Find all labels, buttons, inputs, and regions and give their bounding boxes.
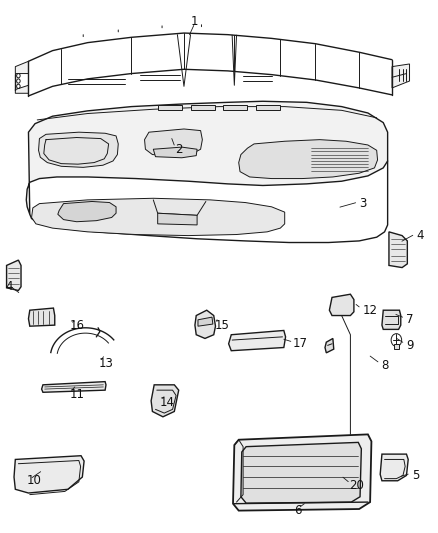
Text: 5: 5	[412, 469, 419, 482]
Polygon shape	[153, 147, 197, 158]
Polygon shape	[15, 85, 28, 93]
Polygon shape	[42, 382, 106, 392]
Text: 15: 15	[215, 319, 230, 332]
Polygon shape	[26, 101, 388, 214]
Polygon shape	[151, 385, 179, 417]
Bar	[256, 105, 280, 110]
Text: 11: 11	[69, 388, 84, 401]
Polygon shape	[198, 317, 213, 326]
Polygon shape	[325, 338, 334, 353]
Polygon shape	[389, 232, 407, 268]
Text: 2: 2	[175, 143, 183, 156]
Polygon shape	[39, 132, 118, 167]
Text: 20: 20	[350, 479, 364, 491]
Text: 7: 7	[406, 313, 414, 326]
Polygon shape	[239, 140, 378, 179]
Polygon shape	[14, 456, 84, 493]
Bar	[394, 344, 399, 349]
Text: 6: 6	[294, 504, 302, 517]
Polygon shape	[158, 213, 197, 225]
Bar	[158, 105, 182, 110]
Text: 3: 3	[359, 197, 367, 210]
Polygon shape	[58, 201, 116, 222]
Text: 10: 10	[26, 474, 41, 487]
Polygon shape	[392, 64, 410, 88]
Polygon shape	[380, 454, 408, 481]
Text: 12: 12	[363, 304, 378, 317]
Polygon shape	[7, 260, 21, 290]
Polygon shape	[233, 434, 371, 511]
Text: 13: 13	[99, 357, 113, 370]
Text: 1: 1	[191, 15, 199, 28]
Text: 17: 17	[293, 337, 307, 350]
Polygon shape	[28, 308, 55, 326]
Polygon shape	[145, 129, 202, 156]
Polygon shape	[382, 310, 401, 329]
Polygon shape	[329, 294, 354, 316]
Polygon shape	[32, 198, 285, 236]
Polygon shape	[241, 442, 361, 503]
Bar	[223, 105, 247, 110]
Text: 4: 4	[416, 229, 424, 242]
Text: 14: 14	[160, 396, 175, 409]
Text: 4: 4	[5, 280, 13, 293]
Polygon shape	[195, 310, 215, 338]
Bar	[191, 105, 215, 110]
Text: 9: 9	[406, 339, 414, 352]
Polygon shape	[15, 61, 28, 74]
Text: 8: 8	[381, 359, 389, 372]
Text: 16: 16	[69, 319, 84, 332]
Polygon shape	[229, 330, 286, 351]
